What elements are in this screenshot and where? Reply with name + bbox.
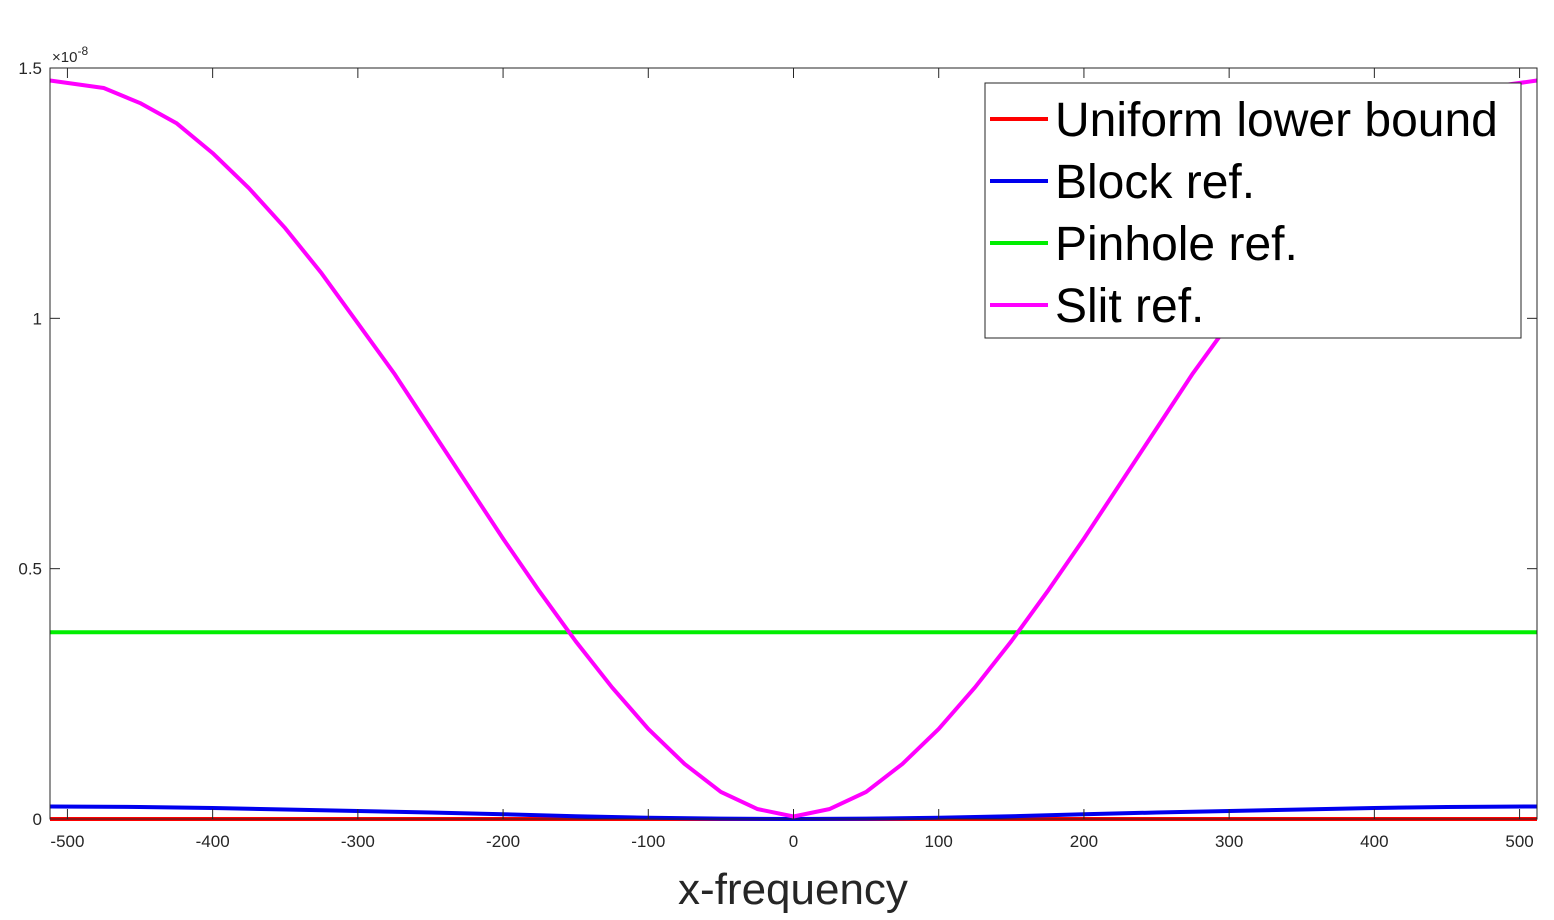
ticks: -500 -400 -300 -200 -100 0 100 200 300 400 500 0 0.5… bbox=[18, 59, 1537, 851]
y-exponent-prefix: ×10 bbox=[52, 49, 77, 66]
y-exponent-label: ×10-8 bbox=[52, 44, 88, 66]
x-tick-label: -300 bbox=[341, 832, 375, 851]
x-tick-label: 200 bbox=[1070, 832, 1098, 851]
x-tick-label: -400 bbox=[196, 832, 230, 851]
x-tick-label: -200 bbox=[486, 832, 520, 851]
legend-label: Block ref. bbox=[1055, 156, 1255, 209]
x-tick-label: 400 bbox=[1360, 832, 1388, 851]
legend-label: Uniform lower bound bbox=[1055, 94, 1498, 147]
legend-box bbox=[984, 82, 1522, 339]
y-exponent-power: -8 bbox=[77, 44, 88, 58]
x-tick-label: -500 bbox=[50, 832, 84, 851]
x-tick-label: -100 bbox=[631, 832, 665, 851]
y-tick-label: 0 bbox=[33, 810, 42, 829]
y-tick-label: 0.5 bbox=[18, 560, 42, 579]
legend: Uniform lower bound Block ref. Pinhole ref… bbox=[984, 82, 1522, 339]
y-tick-label: 1 bbox=[33, 309, 42, 328]
legend-label: Pinhole ref. bbox=[1055, 218, 1298, 271]
x-tick-label: 100 bbox=[925, 832, 953, 851]
x-tick-label: 0 bbox=[789, 832, 798, 851]
x-tick-label: 500 bbox=[1505, 832, 1533, 851]
legend-label: Slit ref. bbox=[1055, 280, 1204, 333]
y-tick-label: 1.5 bbox=[18, 59, 42, 78]
x-axis-label: x-frequency bbox=[678, 865, 908, 914]
x-tick-label: 300 bbox=[1215, 832, 1243, 851]
